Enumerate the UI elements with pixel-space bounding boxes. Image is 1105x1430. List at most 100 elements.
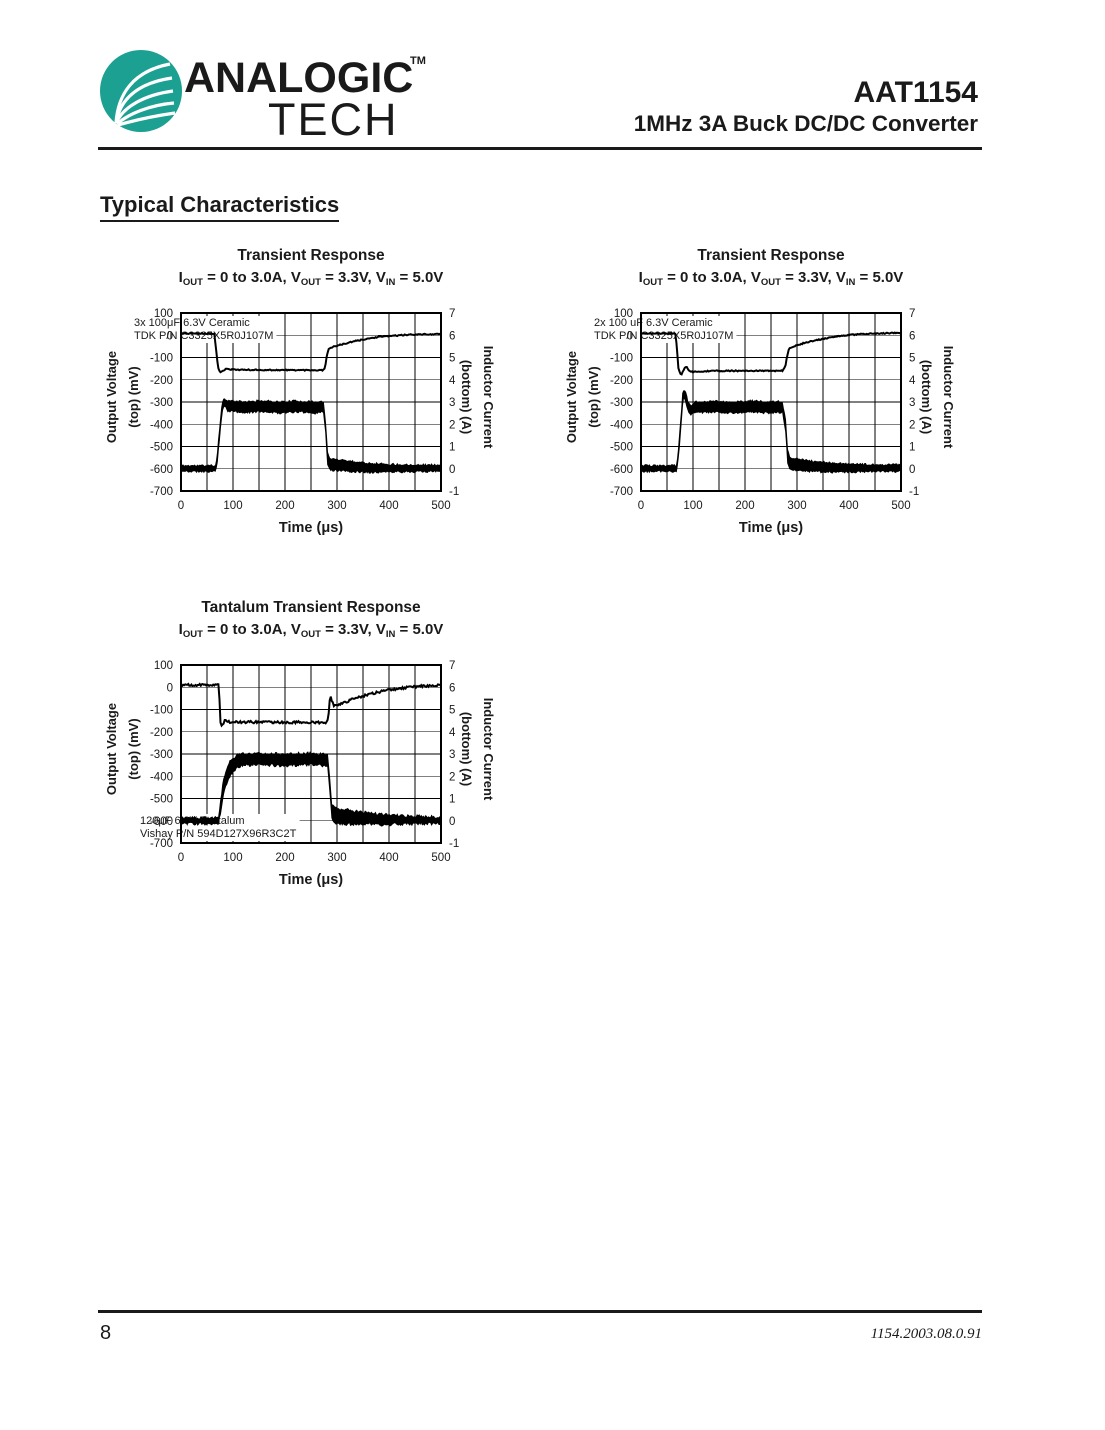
- svg-text:100: 100: [154, 308, 173, 320]
- x-axis-label: Time (μs): [738, 520, 804, 536]
- svg-text:-100: -100: [150, 353, 173, 365]
- svg-text:-500: -500: [150, 442, 173, 454]
- svg-text:-500: -500: [150, 794, 173, 806]
- note-line1: 2x 100 uF 6.3V Ceramic: [594, 317, 713, 329]
- chart-title: Transient Response: [697, 247, 845, 264]
- svg-text:200: 200: [735, 500, 754, 512]
- svg-text:2: 2: [449, 771, 455, 783]
- chart-transient-ceramic-2x: Transient Response IOUT = 0 to 3.0A, VOU…: [560, 240, 960, 537]
- svg-text:200: 200: [275, 500, 294, 512]
- svg-text:-1: -1: [449, 486, 459, 498]
- capacitor-note: 3x 100μF 6.3V Ceramic TDK P/N C3325X5R0J…: [131, 316, 277, 343]
- svg-text:1: 1: [449, 442, 455, 454]
- footer-rule: [98, 1310, 982, 1313]
- svg-text:0: 0: [638, 500, 644, 512]
- section-title: Typical Characteristics: [100, 192, 340, 222]
- svg-text:400: 400: [379, 500, 398, 512]
- y-left-label-line2: (top) (mV): [126, 366, 141, 428]
- note-line2: TDK P/N C3325X5R0J107M: [594, 330, 733, 342]
- svg-text:-200: -200: [150, 727, 173, 739]
- svg-text:100: 100: [223, 500, 242, 512]
- svg-text:-100: -100: [150, 705, 173, 717]
- svg-text:4: 4: [449, 727, 456, 739]
- axis-tick-labels: 1000-100-200-300-400-500-600-70076543210…: [150, 308, 459, 512]
- svg-text:0: 0: [178, 500, 184, 512]
- svg-text:500: 500: [891, 500, 910, 512]
- svg-text:500: 500: [431, 500, 450, 512]
- svg-text:-500: -500: [610, 442, 633, 454]
- svg-text:3: 3: [909, 397, 915, 409]
- y-right-label-line1: Inductor Current: [941, 345, 956, 449]
- svg-text:100: 100: [154, 660, 173, 672]
- axis-tick-labels: 1000-100-200-300-400-500-600-70076543210…: [610, 308, 919, 512]
- header-part-block: AAT1154 1MHz 3A Buck DC/DC Converter: [560, 76, 978, 137]
- page-number: 8: [100, 1322, 112, 1344]
- svg-text:-600: -600: [610, 464, 633, 476]
- svg-text:2: 2: [909, 419, 915, 431]
- document-code: 1154.2003.08.0.91: [870, 1326, 982, 1342]
- svg-text:6: 6: [909, 330, 915, 342]
- axis-tick-labels: 1000-100-200-300-400-500-600-70076543210…: [150, 660, 459, 864]
- svg-text:-400: -400: [150, 771, 173, 783]
- svg-text:2: 2: [449, 419, 455, 431]
- y-left-label-line1: Output Voltage: [564, 350, 579, 444]
- svg-text:300: 300: [327, 852, 346, 864]
- svg-text:0: 0: [909, 464, 915, 476]
- svg-text:100: 100: [223, 852, 242, 864]
- y-left-label-line2: (top) (mV): [586, 366, 601, 428]
- svg-text:3: 3: [449, 397, 455, 409]
- svg-text:1: 1: [449, 794, 455, 806]
- chart-subtitle: IOUT = 0 to 3.0A, VOUT = 3.3V, VIN = 5.0…: [178, 621, 444, 640]
- svg-text:4: 4: [909, 375, 916, 387]
- part-number: AAT1154: [853, 76, 978, 109]
- svg-text:7: 7: [449, 660, 455, 672]
- svg-text:-1: -1: [449, 838, 459, 850]
- svg-text:0: 0: [167, 682, 173, 694]
- chart-plot-area: 120μF 6.3V Tantalum Vishay P/N 594D127X9…: [137, 660, 459, 864]
- svg-text:300: 300: [327, 500, 346, 512]
- svg-text:400: 400: [379, 852, 398, 864]
- svg-text:1: 1: [909, 442, 915, 454]
- chart-subtitle: IOUT = 0 to 3.0A, VOUT = 3.3V, VIN = 5.0…: [178, 269, 444, 288]
- part-description: 1MHz 3A Buck DC/DC Converter: [633, 111, 978, 136]
- svg-text:-100: -100: [610, 353, 633, 365]
- svg-text:0: 0: [449, 816, 455, 828]
- brand-name-line2: TECH: [268, 94, 399, 145]
- svg-text:0: 0: [178, 852, 184, 864]
- chart-transient-tantalum: Tantalum Transient Response IOUT = 0 to …: [100, 592, 500, 889]
- note-line2: TDK P/N C3325X5R0J107M: [134, 330, 273, 342]
- svg-text:100: 100: [683, 500, 702, 512]
- y-left-label-line1: Output Voltage: [104, 350, 119, 444]
- chart-transient-ceramic-3x: Transient Response IOUT = 0 to 3.0A, VOU…: [100, 240, 500, 537]
- svg-text:5: 5: [909, 353, 915, 365]
- svg-text:0: 0: [627, 330, 633, 342]
- svg-text:-1: -1: [909, 486, 919, 498]
- brand-name-line1: ANALOGIC: [184, 54, 414, 102]
- svg-text:-200: -200: [610, 375, 633, 387]
- logo-leaf-icon: [114, 62, 176, 127]
- svg-text:200: 200: [275, 852, 294, 864]
- note-line2: Vishay P/N 594D127X96R3C2T: [140, 828, 297, 840]
- chart-plot-area: 2x 100 uF 6.3V Ceramic TDK P/N C3325X5R0…: [591, 308, 919, 512]
- svg-text:100: 100: [614, 308, 633, 320]
- y-right-label-line2: (bottom) (A): [459, 711, 474, 787]
- chart-title: Tantalum Transient Response: [201, 599, 421, 616]
- y-right-label-line2: (bottom) (A): [919, 359, 934, 435]
- svg-text:5: 5: [449, 705, 455, 717]
- svg-text:4: 4: [449, 375, 456, 387]
- brand-trademark: TM: [410, 55, 426, 67]
- chart-title: Transient Response: [237, 247, 385, 264]
- svg-text:0: 0: [167, 330, 173, 342]
- capacitor-note: 2x 100 uF 6.3V Ceramic TDK P/N C3325X5R0…: [591, 316, 737, 343]
- y-left-label-line2: (top) (mV): [126, 718, 141, 780]
- svg-text:-400: -400: [150, 419, 173, 431]
- analogictech-logo-icon: [100, 50, 182, 132]
- svg-text:-700: -700: [610, 486, 633, 498]
- svg-text:-700: -700: [150, 486, 173, 498]
- svg-text:0: 0: [449, 464, 455, 476]
- svg-text:300: 300: [787, 500, 806, 512]
- svg-text:5: 5: [449, 353, 455, 365]
- svg-text:-600: -600: [150, 816, 173, 828]
- svg-text:-200: -200: [150, 375, 173, 387]
